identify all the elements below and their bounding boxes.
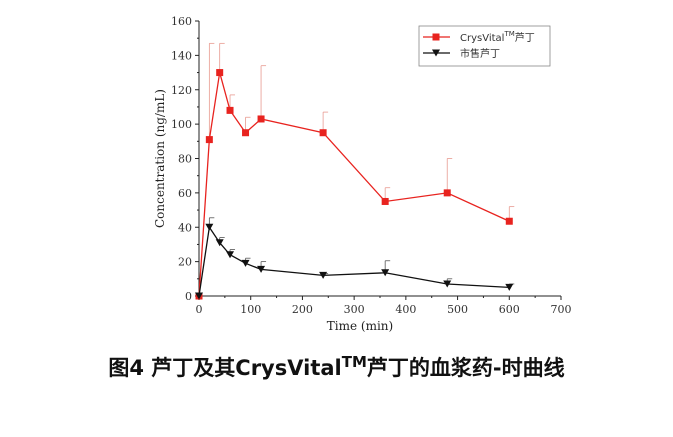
x-tick-label: 200 <box>292 303 313 316</box>
caption-text: 图4 芦丁及其CrysVital <box>108 356 342 380</box>
y-tick-label: 160 <box>171 15 192 28</box>
y-tick-label: 120 <box>171 84 192 97</box>
y-tick-label: 140 <box>171 49 192 62</box>
y-tick-label: 0 <box>185 290 192 303</box>
y-tick-label: 60 <box>178 187 192 200</box>
caption-text-suffix: 芦丁的血浆药-时曲线 <box>366 356 565 380</box>
data-point-triangle <box>257 265 266 273</box>
data-point-triangle <box>443 280 452 288</box>
y-tick-label: 20 <box>178 256 192 269</box>
legend-label: CrysVitalTM芦丁 <box>460 30 535 44</box>
x-tick-label: 300 <box>344 303 365 316</box>
x-tick-label: 600 <box>499 303 520 316</box>
x-axis-label: Time (min) <box>327 319 393 333</box>
data-point-triangle <box>319 271 328 279</box>
data-point-triangle <box>215 239 224 247</box>
data-point-triangle <box>505 283 514 291</box>
x-tick-label: 100 <box>240 303 261 316</box>
y-tick-label: 100 <box>171 118 192 131</box>
x-tick-label: 400 <box>395 303 416 316</box>
figure-caption: 图4 芦丁及其CrysVitalTM芦丁的血浆药-时曲线 <box>0 352 673 382</box>
data-point-square <box>432 33 440 41</box>
y-tick-label: 40 <box>178 221 192 234</box>
data-point-square <box>319 129 327 137</box>
series-line <box>198 225 510 297</box>
data-point-triangle <box>432 49 440 57</box>
x-tick-label: 500 <box>447 303 468 316</box>
data-point-triangle <box>195 292 203 300</box>
series-line <box>198 72 510 297</box>
legend-label: 市售芦丁 <box>460 47 500 60</box>
caption-tm: TM <box>341 353 367 371</box>
data-point-triangle <box>226 251 235 259</box>
data-point-triangle <box>205 223 214 231</box>
data-point-square <box>226 106 234 114</box>
x-tick-label: 0 <box>196 303 203 316</box>
y-tick-label: 80 <box>178 153 192 166</box>
data-point-square <box>205 136 213 144</box>
data-point-triangle <box>241 259 250 267</box>
data-point-square <box>505 217 513 225</box>
data-point-square <box>216 69 224 77</box>
data-point-square <box>381 197 389 205</box>
y-axis-label: Concentration (ng/mL) <box>153 89 167 228</box>
x-tick-label: 700 <box>551 303 572 316</box>
data-point-square <box>242 129 250 137</box>
pk-chart: 0 100 200 300 400 500 600 700 0 20 40 60 80 100 120 140… <box>153 15 572 333</box>
data-point-square <box>443 189 451 197</box>
data-point-triangle <box>381 269 390 277</box>
data-point-square <box>257 115 265 123</box>
legend-box <box>418 25 551 67</box>
